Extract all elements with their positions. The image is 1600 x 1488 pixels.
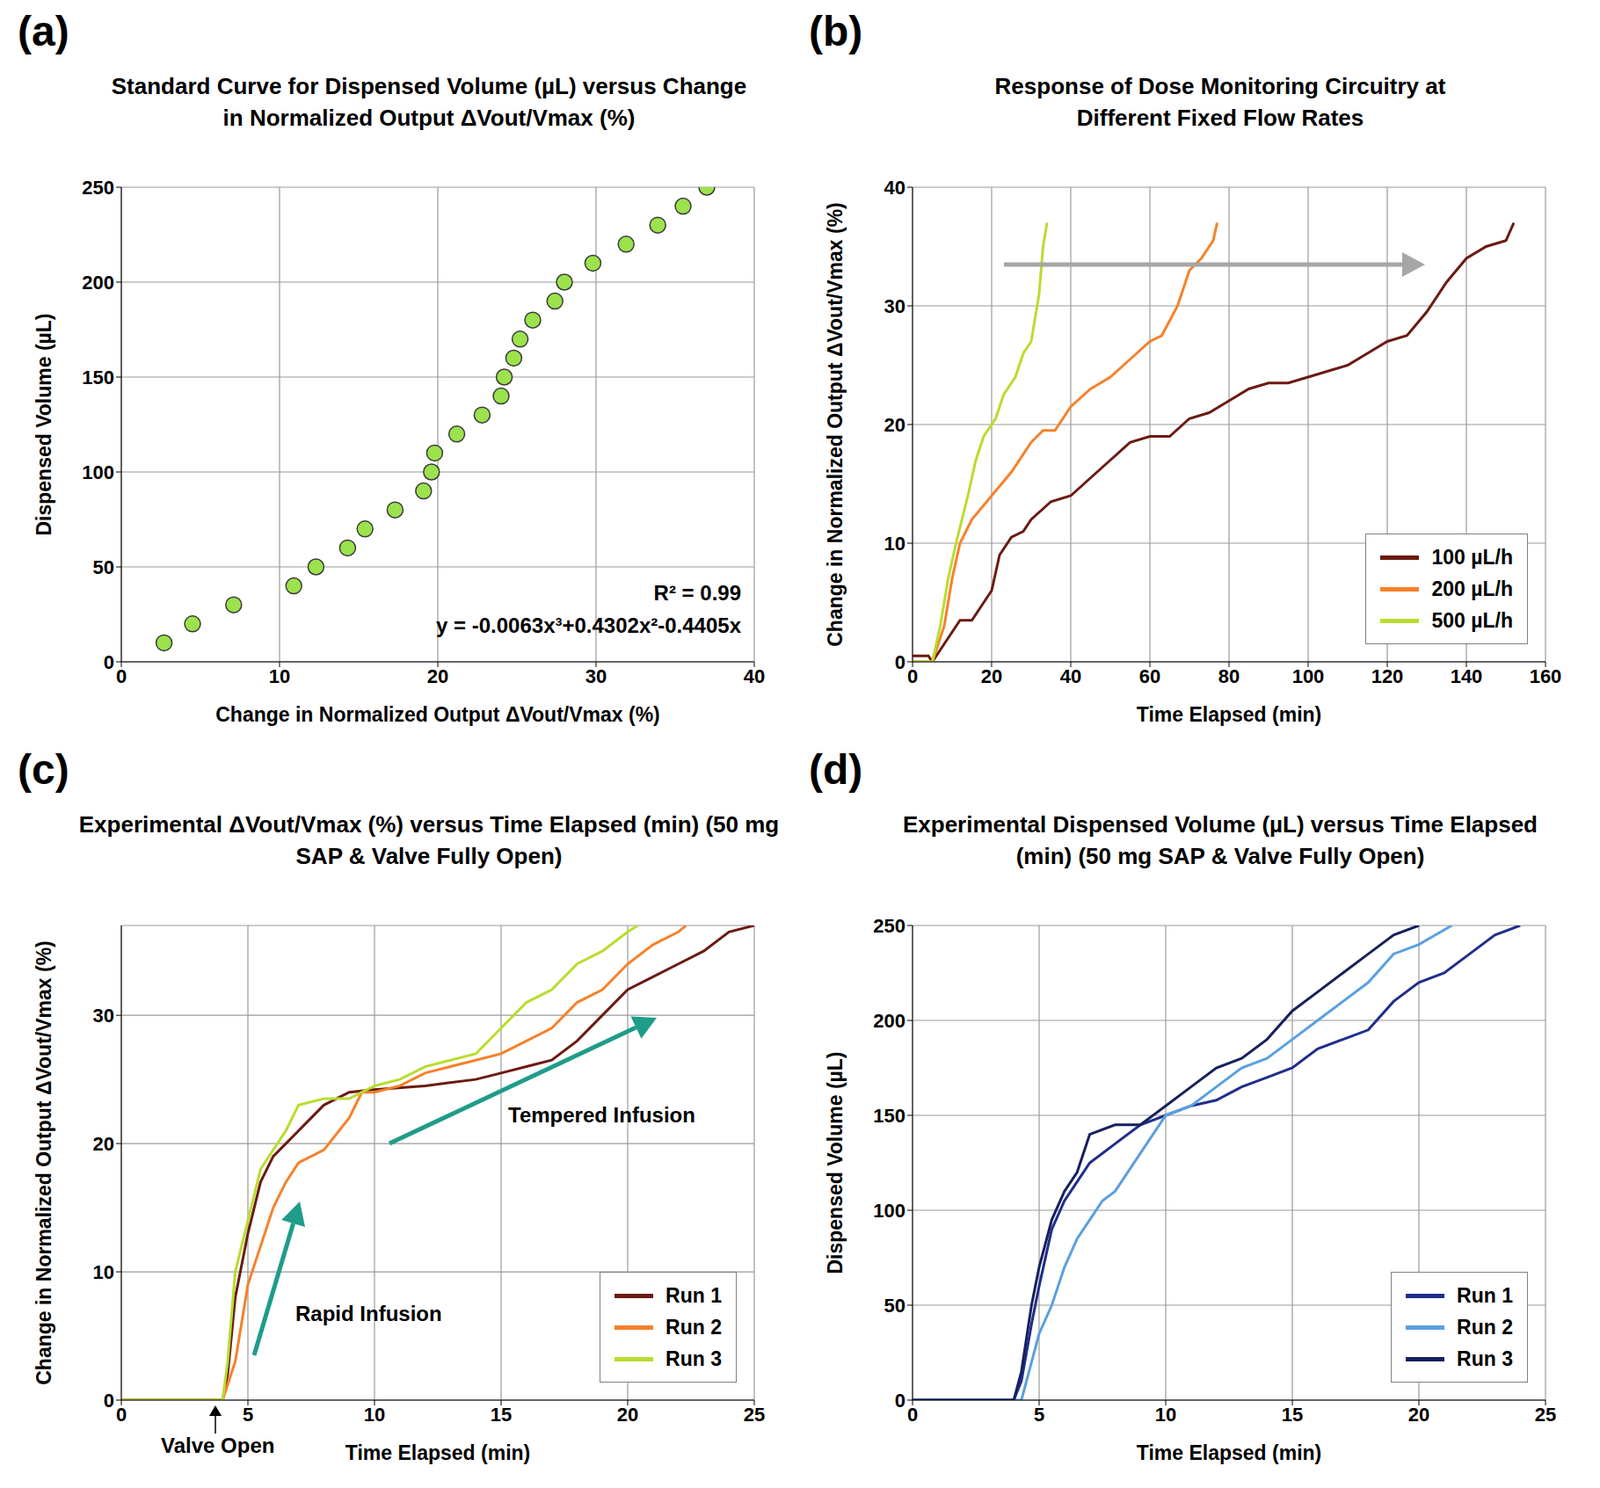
svg-text:20: 20 <box>884 414 906 437</box>
svg-text:20: 20 <box>1408 1403 1430 1426</box>
html-text:Tempered Infusion: Tempered Infusion <box>508 1103 696 1128</box>
html-text:200 µL/h: 200 µL/h <box>1431 577 1513 600</box>
svg-text:0: 0 <box>894 651 906 674</box>
svg-text:50: 50 <box>93 556 115 579</box>
svg-text:20: 20 <box>93 1133 115 1156</box>
svg-text:25: 25 <box>743 1403 765 1426</box>
svg-text:0: 0 <box>103 651 115 674</box>
svg-text:0: 0 <box>116 665 127 688</box>
svg-text:Change in Normalized Output ΔV: Change in Normalized Output ΔVout/Vmax (… <box>215 703 661 727</box>
svg-text:10: 10 <box>269 665 291 688</box>
svg-text:60: 60 <box>1139 665 1161 688</box>
svg-text:250: 250 <box>872 915 906 938</box>
svg-text:40: 40 <box>1060 665 1082 688</box>
svg-text:20: 20 <box>617 1403 639 1426</box>
svg-text:0: 0 <box>103 1389 115 1412</box>
svg-text:40: 40 <box>743 665 765 688</box>
svg-text:10: 10 <box>93 1261 115 1284</box>
svg-text:10: 10 <box>363 1403 386 1426</box>
svg-text:30: 30 <box>884 295 906 318</box>
html-text:Run 3: Run 3 <box>665 1347 722 1371</box>
html-text:Run 1: Run 1 <box>665 1283 722 1307</box>
html-text:(d): (d) <box>808 746 863 793</box>
html-text:Run 3: Run 3 <box>1456 1347 1513 1371</box>
html-text:Run 2: Run 2 <box>665 1315 722 1339</box>
svg-text:120: 120 <box>1371 665 1404 688</box>
svg-text:100: 100 <box>1292 665 1325 688</box>
svg-text:20: 20 <box>427 665 449 688</box>
svg-text:0: 0 <box>907 665 918 688</box>
svg-text:Time Elapsed (min): Time Elapsed (min) <box>345 1441 531 1465</box>
svg-text:0: 0 <box>907 1403 918 1426</box>
svg-text:100: 100 <box>81 461 115 484</box>
svg-text:140: 140 <box>1450 665 1484 688</box>
svg-text:40: 40 <box>884 176 906 199</box>
html-text:500 µL/h: 500 µL/h <box>1431 608 1513 632</box>
svg-text:15: 15 <box>490 1403 512 1426</box>
svg-text:250: 250 <box>81 176 115 199</box>
svg-text:5: 5 <box>1033 1403 1045 1426</box>
html-text:(c): (c) <box>17 746 70 793</box>
html-text:Valve Open: Valve Open <box>160 1433 275 1458</box>
svg-text:20: 20 <box>981 665 1003 688</box>
svg-text:25: 25 <box>1534 1403 1557 1426</box>
svg-text:0: 0 <box>894 1389 906 1412</box>
svg-text:30: 30 <box>93 1004 115 1027</box>
svg-text:Time Elapsed (min): Time Elapsed (min) <box>1136 703 1322 727</box>
svg-text:10: 10 <box>1155 1403 1177 1426</box>
html-text:y = -0.0063x³+0.4302x²-0.4405x: y = -0.0063x³+0.4302x²-0.4405x <box>436 613 742 638</box>
svg-text:50: 50 <box>884 1294 906 1317</box>
svg-text:200: 200 <box>81 271 115 294</box>
html-text:R² = 0.99: R² = 0.99 <box>653 581 742 605</box>
svg-text:150: 150 <box>81 366 115 389</box>
html-text:Run 1: Run 1 <box>1456 1283 1513 1307</box>
svg-text:200: 200 <box>872 1010 906 1033</box>
svg-text:Time Elapsed (min): Time Elapsed (min) <box>1136 1441 1322 1465</box>
html-text:Experimental ΔVout/Vmax (%) ve: Experimental ΔVout/Vmax (%) versus Time … <box>78 811 780 870</box>
svg-text:5: 5 <box>242 1403 254 1426</box>
svg-text:10: 10 <box>884 532 906 555</box>
html-text:100 µL/h: 100 µL/h <box>1431 545 1513 569</box>
svg-text:Change in Normalized Output ΔV: Change in Normalized Output ΔVout/Vmax (… <box>823 202 847 648</box>
svg-text:80: 80 <box>1218 665 1240 688</box>
html-text:Experimental Dispensed Volume: Experimental Dispensed Volume (µL) versu… <box>902 811 1538 870</box>
svg-text:15: 15 <box>1281 1403 1303 1426</box>
svg-text:Change in Normalized Output ΔV: Change in Normalized Output ΔVout/Vmax (… <box>32 940 56 1386</box>
svg-text:0: 0 <box>116 1403 127 1426</box>
svg-text:100: 100 <box>872 1200 906 1222</box>
html-text:(b): (b) <box>808 7 863 55</box>
html-text:(a): (a) <box>17 7 70 55</box>
html-text:Standard Curve for Dispensed V: Standard Curve for Dispensed Volume (µL)… <box>111 72 747 131</box>
html-text:Rapid Infusion: Rapid Infusion <box>295 1301 442 1326</box>
html-text:Response of Dose Monitoring Ci: Response of Dose Monitoring Circuitry at… <box>994 72 1446 131</box>
svg-text:150: 150 <box>872 1105 906 1128</box>
svg-text:Dispensed Volume (µL): Dispensed Volume (µL) <box>32 312 56 536</box>
svg-text:30: 30 <box>585 665 607 688</box>
html-text:Run 2: Run 2 <box>1456 1315 1513 1339</box>
svg-text:160: 160 <box>1529 665 1563 688</box>
svg-text:Dispensed Volume (µL): Dispensed Volume (µL) <box>823 1051 847 1274</box>
